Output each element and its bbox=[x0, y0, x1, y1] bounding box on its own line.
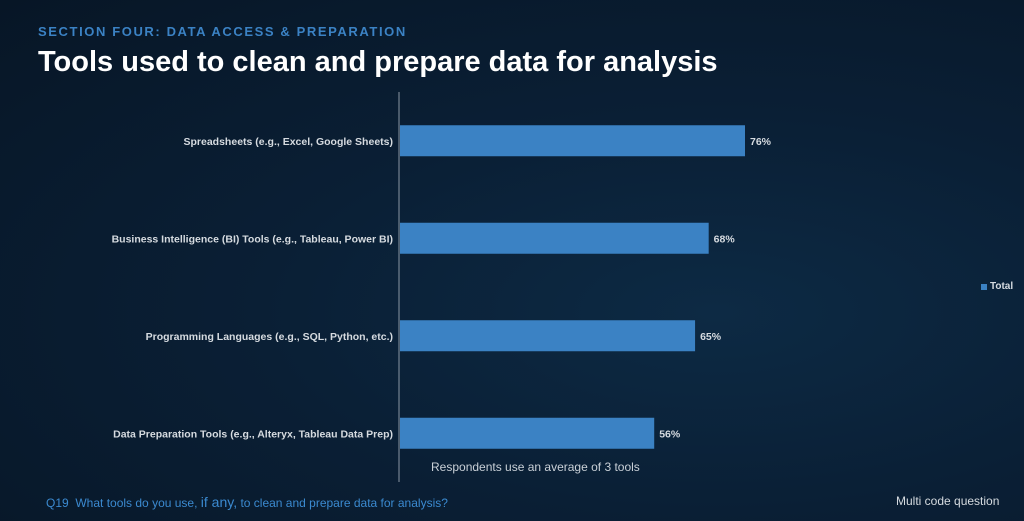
bar-3 bbox=[400, 417, 655, 449]
multi-code-label: Multi code question bbox=[896, 494, 1000, 508]
legend-label: Total bbox=[990, 281, 1014, 292]
category-label-0: Spreadsheets (e.g., Excel, Google Sheets… bbox=[184, 136, 394, 148]
question-number: Q19 bbox=[46, 496, 69, 510]
legend-swatch bbox=[981, 283, 987, 290]
value-label-2: 65% bbox=[700, 331, 722, 343]
bar-2 bbox=[400, 320, 696, 352]
average-note: Respondents use an average of 3 tools bbox=[431, 460, 640, 474]
question-text-1: What tools do you use, bbox=[75, 496, 198, 510]
section-label: SECTION FOUR: DATA ACCESS & PREPARATION bbox=[38, 24, 407, 39]
bar-0 bbox=[400, 125, 745, 157]
value-label-0: 76% bbox=[750, 136, 772, 148]
category-label-2: Programming Languages (e.g., SQL, Python… bbox=[146, 331, 393, 343]
bar-1 bbox=[400, 222, 709, 254]
page-title: Tools used to clean and prepare data for… bbox=[38, 46, 718, 78]
category-label-1: Business Intelligence (BI) Tools (e.g., … bbox=[112, 233, 393, 245]
question-text-emphasis: if any, bbox=[200, 494, 238, 510]
value-label-1: 68% bbox=[714, 233, 736, 245]
question-text-2: to clean and prepare data for analysis? bbox=[240, 496, 448, 510]
value-label-3: 56% bbox=[659, 428, 681, 440]
legend: Total bbox=[981, 281, 1013, 292]
category-label-3: Data Preparation Tools (e.g., Alteryx, T… bbox=[113, 428, 393, 440]
question-footer: Q19 What tools do you use, if any, to cl… bbox=[46, 494, 448, 510]
